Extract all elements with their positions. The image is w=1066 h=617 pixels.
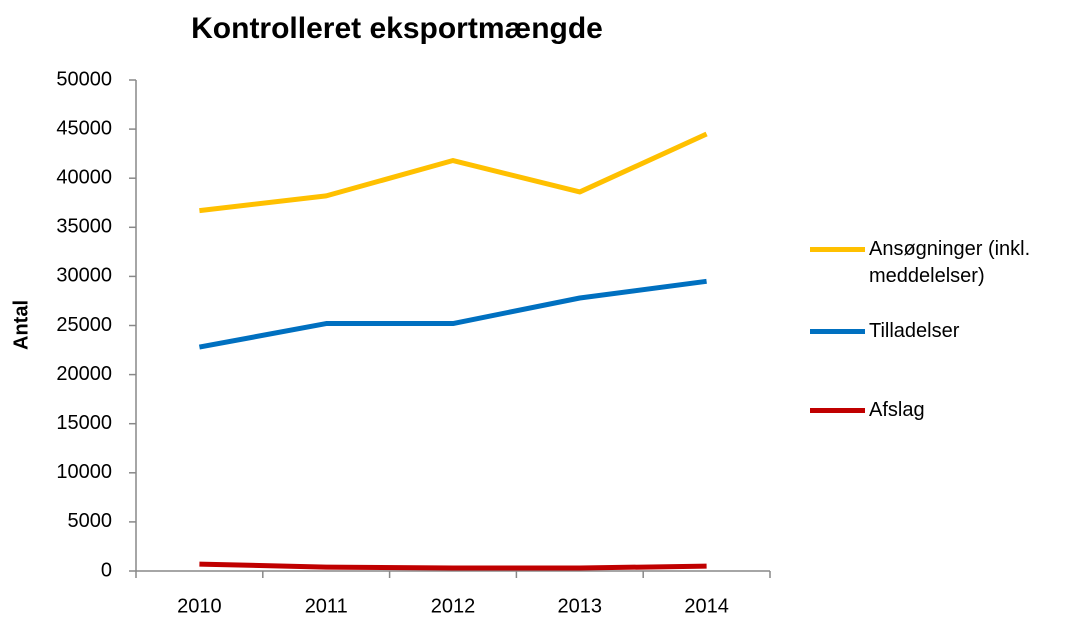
legend-item: Afslag xyxy=(810,397,1039,424)
y-tick-label: 25000 xyxy=(56,314,112,336)
legend-label: Ansøgninger (inkl. meddelelser) xyxy=(869,238,1031,287)
legend-swatch xyxy=(810,408,865,413)
series-line xyxy=(198,278,707,350)
x-tick-label: 2013 xyxy=(558,595,603,617)
x-tick-label: 2011 xyxy=(305,595,348,617)
y-axis-label: Antal xyxy=(10,300,32,350)
legend-swatch xyxy=(810,329,865,334)
y-tick-label: 15000 xyxy=(56,412,112,434)
x-tick-label: 2012 xyxy=(431,595,476,617)
y-tick-label: 20000 xyxy=(56,363,112,385)
y-tick-label: 35000 xyxy=(56,216,112,238)
legend-swatch xyxy=(810,247,865,252)
y-tick-label: 0 xyxy=(101,559,112,581)
legend-item: Tilladelser xyxy=(810,318,1039,345)
legend-item: Ansøgninger (inkl. meddelelser) xyxy=(810,236,1039,290)
y-tick-label: 40000 xyxy=(56,166,112,188)
y-tick-label: 50000 xyxy=(56,68,112,90)
legend-label: Afslag xyxy=(869,399,925,421)
series-line xyxy=(199,131,708,214)
y-tick-label: 45000 xyxy=(56,117,112,139)
legend-label: Tilladelser xyxy=(869,320,960,342)
chart-title: Kontrolleret eksportmængde xyxy=(191,12,603,45)
series-line xyxy=(199,561,707,571)
y-tick-label: 30000 xyxy=(56,265,112,287)
x-tick-label: 2014 xyxy=(684,595,729,617)
y-tick-label: 5000 xyxy=(68,510,113,532)
y-tick-label: 10000 xyxy=(56,461,112,483)
x-tick-label: 2010 xyxy=(177,595,222,617)
